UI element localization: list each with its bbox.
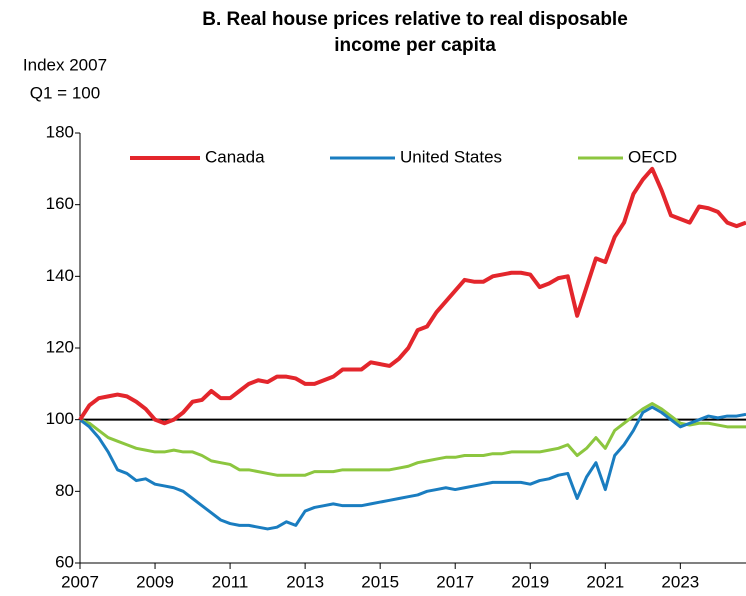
x-tick-label: 2009 <box>136 572 174 591</box>
y-tick-label: 100 <box>46 409 74 428</box>
y-tick-label: 80 <box>55 481 74 500</box>
y-tick-label: 140 <box>46 266 74 285</box>
y-tick-label: 120 <box>46 337 74 356</box>
legend-label: Canada <box>205 147 265 166</box>
y-tick-label: 60 <box>55 552 74 571</box>
series-line <box>78 166 746 426</box>
x-tick-label: 2015 <box>361 572 399 591</box>
series-line <box>79 405 746 531</box>
x-tick-label: 2021 <box>586 572 624 591</box>
chart-title: B. Real house prices relative to real di… <box>202 9 628 30</box>
y-tick-label: 180 <box>46 122 74 141</box>
x-tick-label: 2007 <box>61 572 99 591</box>
legend-label: United States <box>400 147 502 166</box>
chart-title: income per capita <box>334 35 496 56</box>
legend-label: OECD <box>628 147 677 166</box>
y-tick-label: 160 <box>46 194 74 213</box>
y-axis-label: Q1 = 100 <box>30 83 100 102</box>
x-tick-label: 2013 <box>286 572 324 591</box>
x-tick-label: 2023 <box>661 572 699 591</box>
x-tick-label: 2011 <box>212 572 249 591</box>
x-tick-label: 2019 <box>511 572 549 591</box>
series-line <box>79 402 746 477</box>
x-tick-label: 2017 <box>436 572 474 591</box>
y-axis-label: Index 2007 <box>23 55 107 74</box>
